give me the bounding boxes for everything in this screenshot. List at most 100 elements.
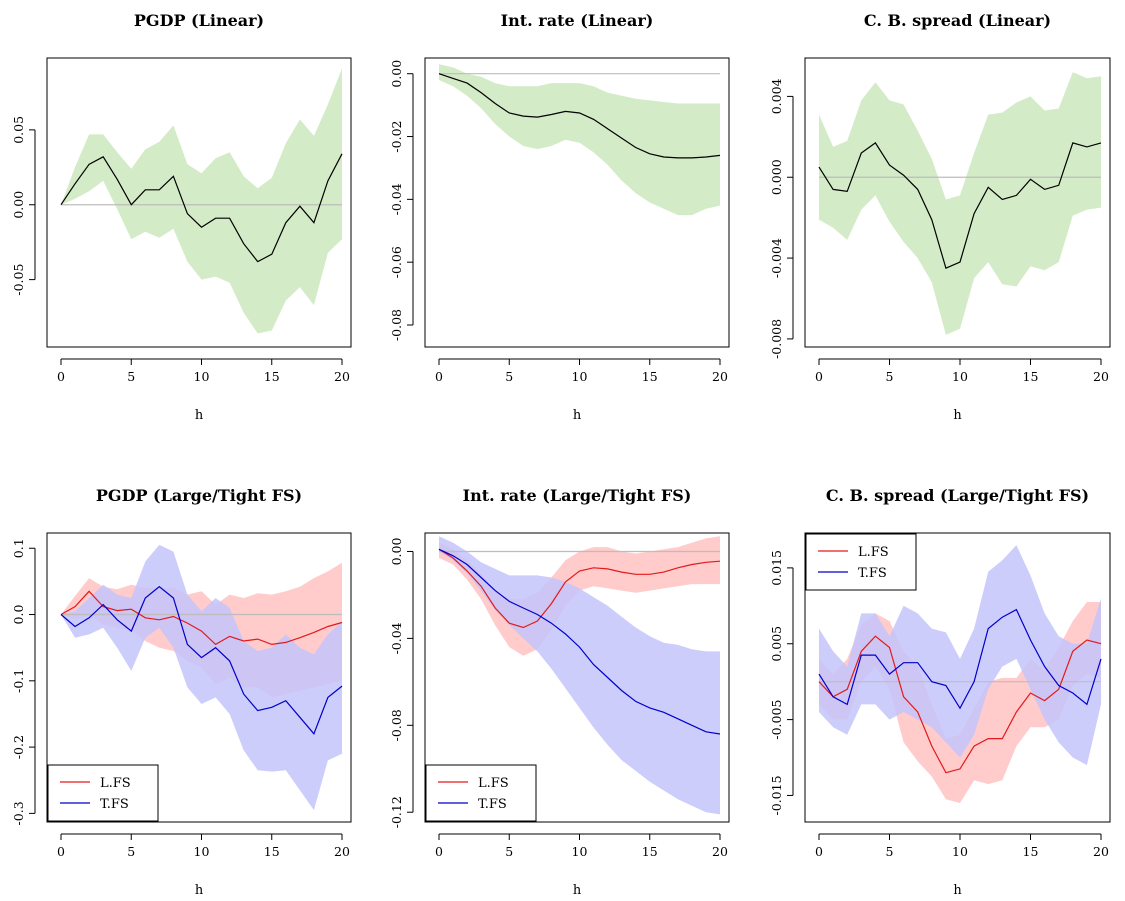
panel-title: Int. rate (Large/Tight FS) bbox=[463, 486, 692, 505]
y-axis: -0.05 0.00 0.05 bbox=[11, 116, 36, 296]
series-line-l-fs bbox=[438, 548, 721, 629]
y-tick-label: -0.005 bbox=[769, 700, 784, 740]
x-axis-label: h bbox=[953, 408, 962, 423]
series-line-t-fs bbox=[818, 608, 1102, 710]
panel-5: Int. rate (Large/Tight FS) 0 5 10 15 20 h -0.12… bbox=[389, 486, 730, 898]
series-line-l-fs bbox=[60, 590, 343, 646]
series-line-series-1 bbox=[60, 153, 343, 263]
x-tick-label: 15 bbox=[1023, 844, 1039, 859]
x-tick-label: 5 bbox=[505, 369, 513, 384]
x-tick-label: 20 bbox=[712, 844, 728, 859]
y-tick-label: -0.004 bbox=[769, 238, 784, 278]
panel-1: PGDP (Linear) 0 5 10 15 20 h -0.05 0.00 0.05 bbox=[11, 11, 352, 423]
panel-title: Int. rate (Linear) bbox=[501, 11, 654, 30]
y-tick-label: 0.015 bbox=[769, 550, 784, 586]
panel-title: PGDP (Large/Tight FS) bbox=[96, 486, 302, 505]
y-tick-label: -0.04 bbox=[389, 183, 404, 215]
x-tick-label: 5 bbox=[886, 844, 894, 859]
series-line-t-fs bbox=[60, 585, 343, 735]
confidence-band-series-1 bbox=[61, 68, 342, 334]
y-tick-label: -0.008 bbox=[769, 319, 784, 359]
x-tick-label: 20 bbox=[334, 844, 350, 859]
x-tick-label: 20 bbox=[334, 369, 350, 384]
plot-frame bbox=[46, 57, 352, 348]
y-tick-label: 0.0 bbox=[11, 605, 26, 625]
confidence-band-series-1 bbox=[439, 64, 720, 216]
legend-label: T.FS bbox=[100, 797, 129, 812]
legend-box bbox=[805, 533, 917, 591]
x-tick-label: 10 bbox=[572, 844, 588, 859]
confidence-band-series-1 bbox=[819, 72, 1101, 335]
x-axis-label: h bbox=[573, 408, 582, 423]
panel-title: C. B. spread (Large/Tight FS) bbox=[826, 486, 1089, 505]
x-tick-label: 0 bbox=[57, 844, 65, 859]
y-axis: -0.008 -0.004 0.000 0.004 bbox=[769, 78, 794, 359]
x-tick-label: 10 bbox=[952, 844, 968, 859]
legend: L.FS T.FS bbox=[805, 533, 917, 591]
panel-title: PGDP (Linear) bbox=[134, 11, 264, 30]
x-tick-label: 15 bbox=[264, 844, 280, 859]
x-tick-label: 15 bbox=[1023, 369, 1039, 384]
legend-box bbox=[425, 764, 537, 822]
x-axis: 0 5 10 15 20 h bbox=[57, 833, 350, 898]
legend-label: L.FS bbox=[100, 776, 131, 791]
panel-6: C. B. spread (Large/Tight FS) 0 5 10 15 20 h -0… bbox=[769, 486, 1111, 898]
x-axis: 0 5 10 15 20 h bbox=[435, 358, 728, 423]
legend-box bbox=[47, 764, 159, 822]
plot-frame bbox=[46, 532, 352, 823]
confidence-band-l-fs bbox=[439, 536, 720, 656]
x-tick-label: 5 bbox=[886, 369, 894, 384]
x-tick-label: 15 bbox=[642, 369, 658, 384]
x-tick-label: 15 bbox=[642, 844, 658, 859]
series-line-series-1 bbox=[438, 73, 721, 159]
y-tick-label: -0.02 bbox=[389, 121, 404, 153]
legend: L.FS T.FS bbox=[425, 764, 537, 822]
y-tick-label: -0.12 bbox=[389, 796, 404, 828]
series-line-series-1 bbox=[818, 142, 1102, 270]
y-tick-label: 0.000 bbox=[769, 159, 784, 195]
x-tick-label: 0 bbox=[815, 844, 823, 859]
y-tick-label: -0.08 bbox=[389, 709, 404, 741]
x-tick-label: 0 bbox=[815, 369, 823, 384]
x-tick-label: 5 bbox=[505, 844, 513, 859]
x-axis-label: h bbox=[953, 883, 962, 898]
y-tick-label: -0.3 bbox=[11, 801, 26, 825]
x-axis-label: h bbox=[573, 883, 582, 898]
y-tick-label: 0.1 bbox=[11, 538, 26, 558]
series-line-l-fs bbox=[818, 635, 1102, 774]
y-tick-label: 0.00 bbox=[11, 191, 26, 219]
panel-2: Int. rate (Linear)0 5 10 15 20h-0.08-0.06-0.… bbox=[389, 11, 730, 423]
y-tick-label: -0.015 bbox=[769, 775, 784, 815]
y-tick-label: 0.00 bbox=[389, 538, 404, 566]
y-tick-label: -0.04 bbox=[389, 622, 404, 654]
y-tick-label: -0.05 bbox=[11, 264, 26, 296]
x-tick-label: 10 bbox=[194, 369, 210, 384]
confidence-band-t-fs bbox=[439, 536, 720, 815]
x-tick-label: 0 bbox=[57, 369, 65, 384]
panel-4: PGDP (Large/Tight FS)0 5 10 15 20h-0.3-0.2-0… bbox=[11, 486, 352, 898]
y-tick-label: -0.1 bbox=[11, 669, 26, 693]
legend-label: L.FS bbox=[858, 545, 889, 560]
plot-frame bbox=[424, 532, 730, 823]
x-tick-label: 10 bbox=[194, 844, 210, 859]
x-axis: 0 5 10 15 20 h bbox=[435, 833, 728, 898]
panel-3: C. B. spread (Linear)0 5 10 15 20h-0.008-0.0… bbox=[769, 11, 1111, 423]
x-tick-label: 5 bbox=[127, 844, 135, 859]
x-axis: 0 5 10 15 20 h bbox=[57, 358, 350, 423]
series-line-t-fs bbox=[438, 548, 721, 735]
legend-label: L.FS bbox=[478, 776, 509, 791]
x-tick-label: 0 bbox=[435, 369, 443, 384]
y-axis: -0.12 -0.08 -0.04 0.00 bbox=[389, 538, 414, 828]
plot-frame bbox=[804, 532, 1111, 823]
x-tick-label: 10 bbox=[572, 369, 588, 384]
x-tick-label: 10 bbox=[952, 369, 968, 384]
x-axis: 0 5 10 15 20 h bbox=[815, 358, 1109, 423]
legend: L.FS T.FS bbox=[47, 764, 159, 822]
y-axis: -0.08 -0.06 -0.04 -0.02 0.00 bbox=[389, 60, 414, 341]
x-axis: 0 5 10 15 20 h bbox=[815, 833, 1109, 898]
y-tick-label: 0.00 bbox=[389, 60, 404, 88]
y-tick-label: 0.05 bbox=[11, 116, 26, 144]
x-tick-label: 20 bbox=[1093, 844, 1109, 859]
y-axis: -0.3 -0.2 -0.1 0.0 0.1 bbox=[11, 538, 36, 825]
y-tick-label: -0.06 bbox=[389, 246, 404, 278]
